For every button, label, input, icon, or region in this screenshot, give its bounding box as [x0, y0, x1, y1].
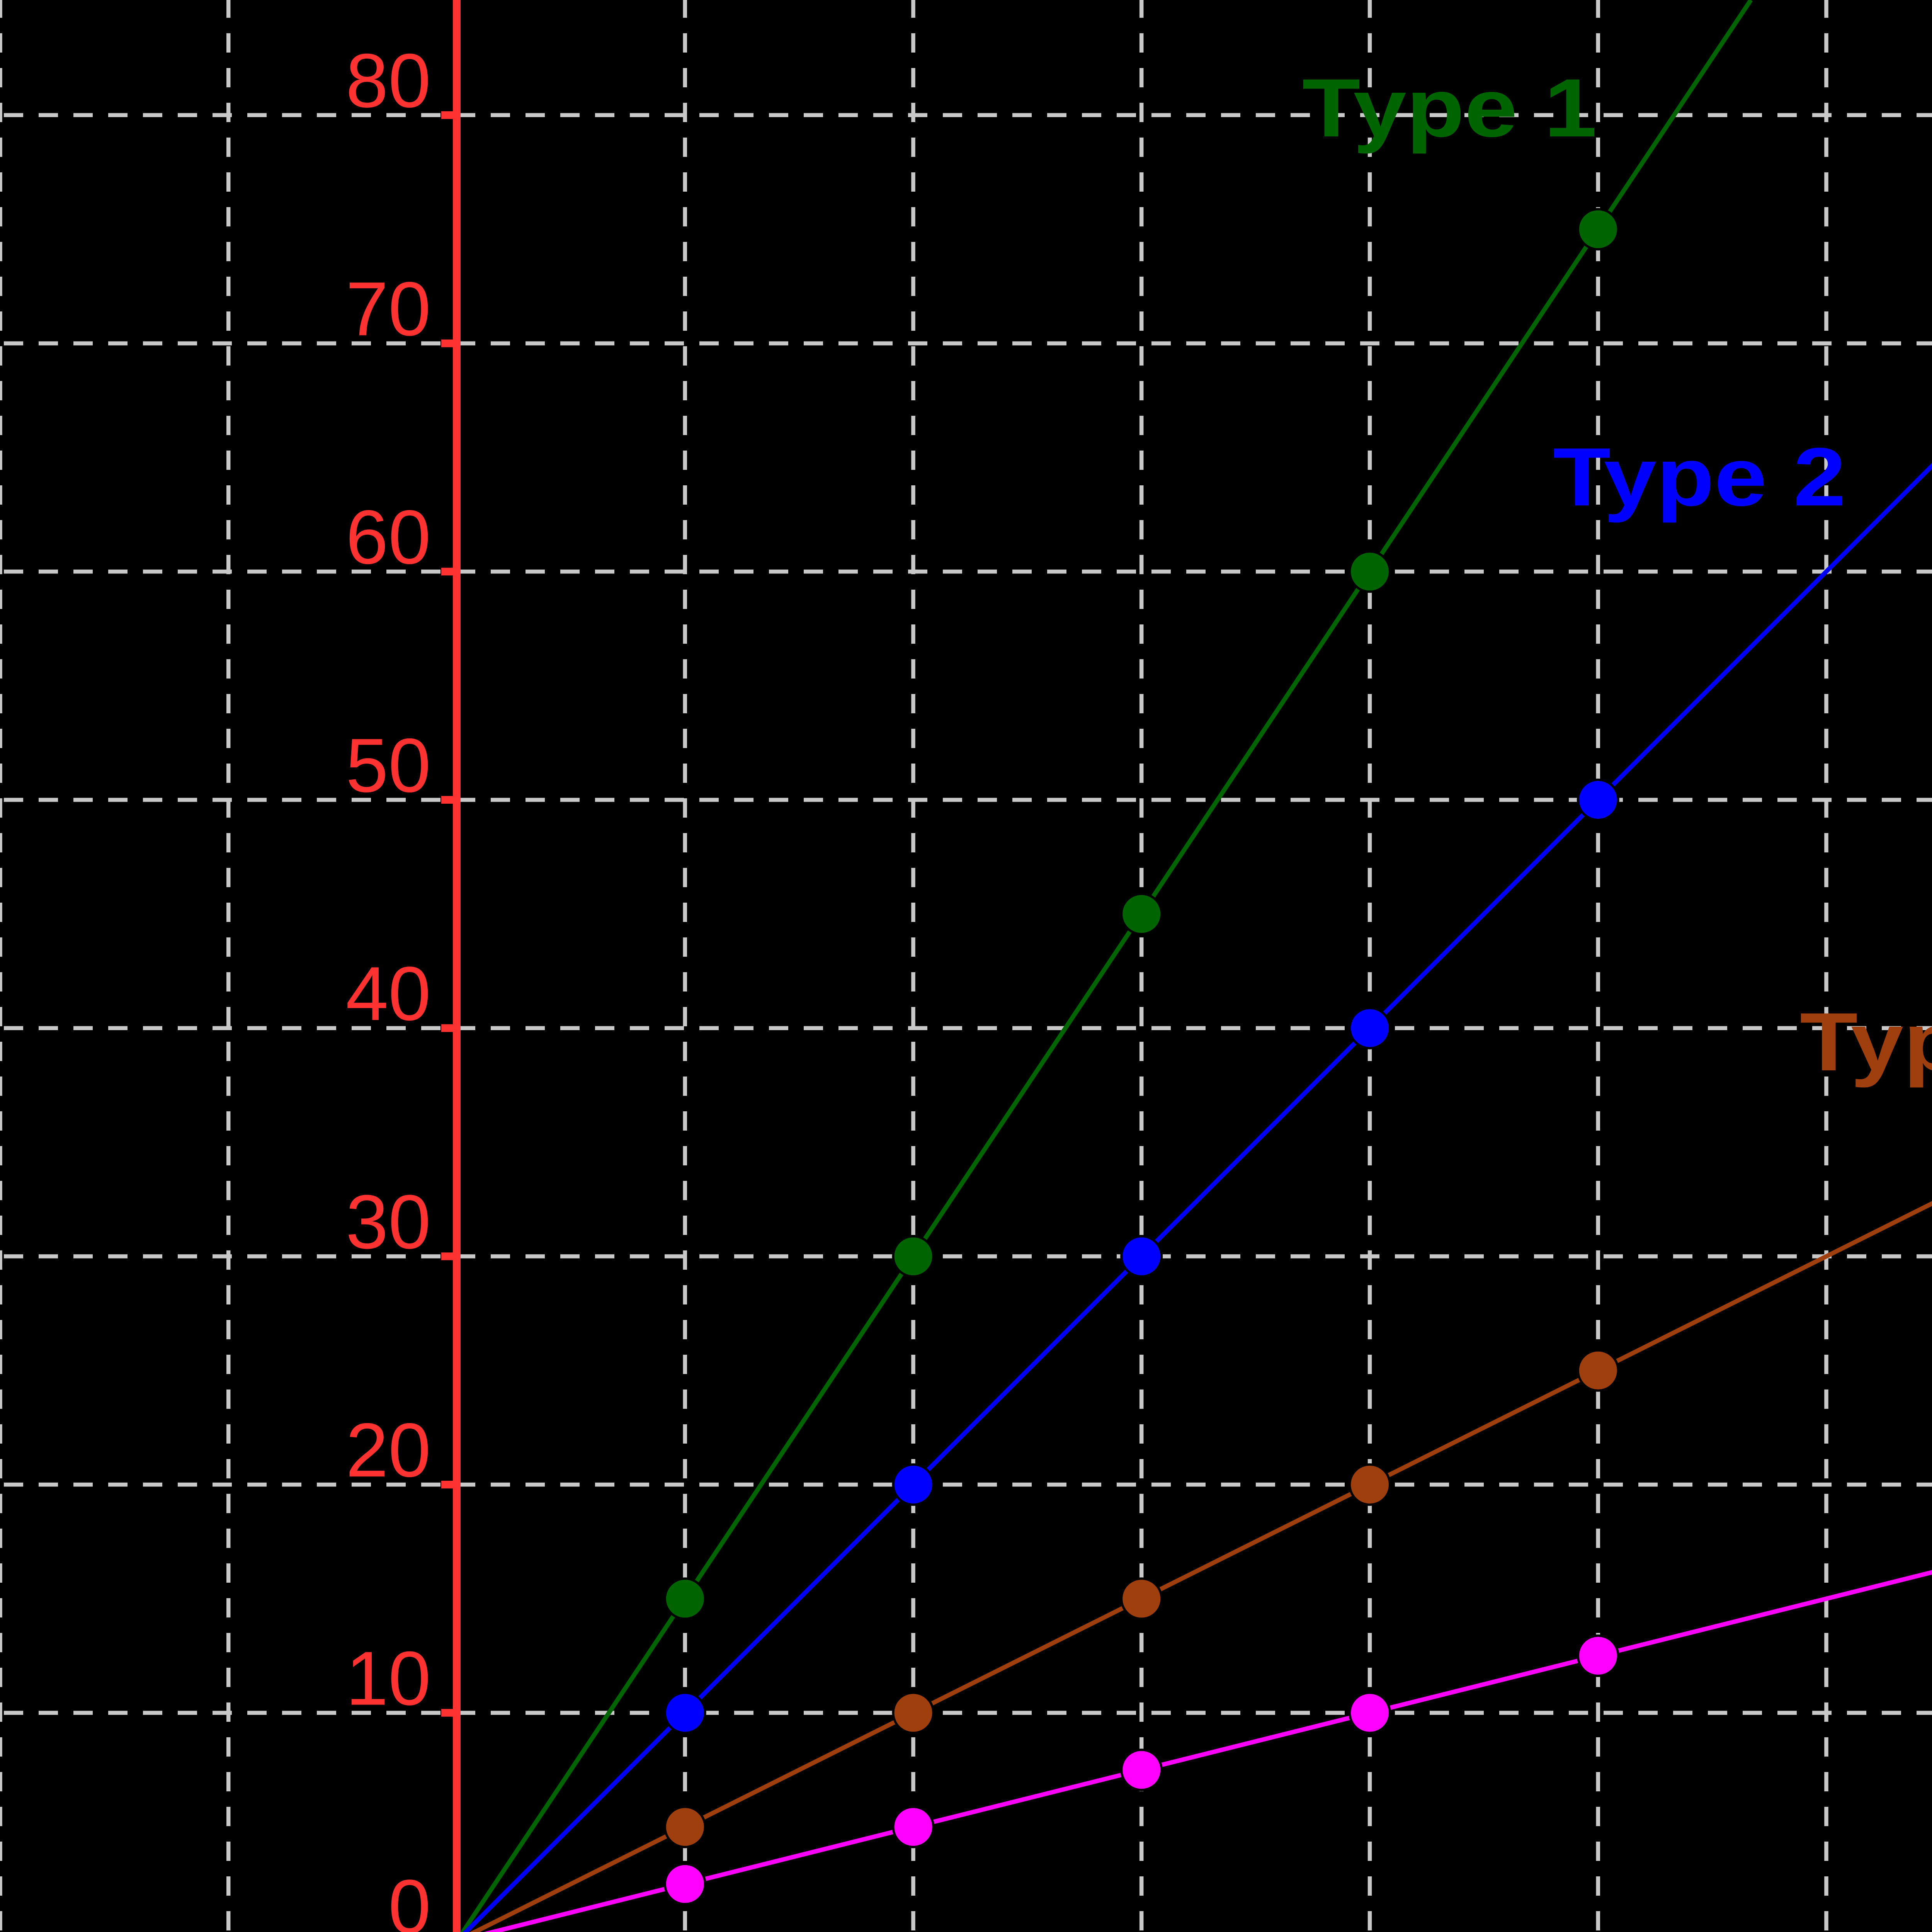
svg-text:60: 60	[346, 494, 431, 580]
svg-text:30: 30	[346, 1179, 431, 1264]
svg-text:Type 2: Type 2	[1553, 431, 1846, 523]
svg-text:Type 1: Type 1	[1302, 62, 1597, 154]
svg-text:Type 3: Type 3	[1800, 996, 1932, 1088]
svg-text:10: 10	[346, 1636, 431, 1721]
svg-text:80: 80	[346, 38, 431, 123]
svg-text:50: 50	[346, 723, 431, 808]
svg-text:40: 40	[346, 951, 431, 1036]
svg-text:20: 20	[346, 1407, 431, 1493]
svg-text:0: 0	[388, 1864, 431, 1932]
svg-text:70: 70	[346, 266, 431, 352]
